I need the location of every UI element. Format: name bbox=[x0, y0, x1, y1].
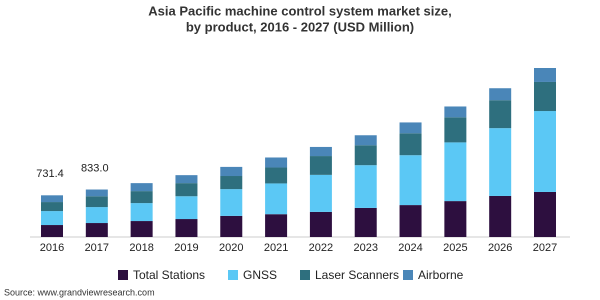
bar-segment bbox=[309, 146, 332, 157]
legend-label: GNSS bbox=[243, 268, 277, 282]
bar-segment bbox=[354, 145, 377, 166]
bar-segment bbox=[220, 189, 243, 216]
bar-segment bbox=[399, 155, 422, 206]
bar-segment bbox=[85, 189, 108, 197]
bar-segment bbox=[309, 174, 332, 212]
bar-segment bbox=[220, 176, 243, 190]
x-tick-label: 2022 bbox=[309, 242, 333, 254]
bar-segment bbox=[534, 81, 556, 112]
x-tick-label: 2020 bbox=[219, 242, 243, 254]
bar-segment bbox=[41, 211, 63, 226]
bar-segment bbox=[354, 135, 377, 146]
legend-swatch bbox=[228, 270, 238, 280]
bar-segment bbox=[534, 111, 556, 192]
x-tick-label: 2026 bbox=[488, 242, 512, 254]
bar-segment bbox=[444, 106, 467, 118]
bar-segment bbox=[444, 201, 467, 237]
total-label: 833.0 bbox=[81, 162, 109, 174]
bar-segment bbox=[130, 221, 153, 237]
source: Source: www.grandviewresearch.com bbox=[4, 287, 155, 297]
x-tick-label: 2027 bbox=[533, 242, 557, 254]
bar-segment bbox=[130, 183, 153, 192]
bar-segment bbox=[265, 157, 288, 168]
bar-segment bbox=[130, 191, 153, 204]
bar-segment bbox=[85, 223, 108, 237]
bar-segment bbox=[85, 207, 108, 224]
bar-segment bbox=[220, 166, 243, 177]
x-tick-label: 2019 bbox=[174, 242, 198, 254]
bar-segment bbox=[265, 183, 288, 215]
bar-segment bbox=[175, 175, 198, 184]
bar-segment bbox=[175, 183, 198, 197]
x-tick-label: 2025 bbox=[443, 242, 467, 254]
bar-segment bbox=[175, 219, 198, 237]
bar-segment bbox=[354, 165, 377, 208]
bar-segment bbox=[444, 142, 467, 202]
legend-label: Total Stations bbox=[133, 268, 205, 282]
bar-segment bbox=[489, 88, 512, 101]
total-label: 731.4 bbox=[36, 168, 64, 180]
legend-swatch bbox=[300, 270, 310, 280]
bar-segment bbox=[489, 128, 512, 196]
bar-segment bbox=[41, 225, 63, 237]
bar-segment bbox=[309, 211, 332, 237]
bar-segment bbox=[399, 133, 422, 156]
bar-segment bbox=[354, 207, 377, 237]
bar-segment bbox=[220, 215, 243, 237]
x-tick-label: 2023 bbox=[353, 242, 377, 254]
bar-segment bbox=[489, 100, 512, 129]
x-tick-label: 2017 bbox=[85, 242, 109, 254]
x-tick-label: 2018 bbox=[129, 242, 153, 254]
x-tick-label: 2016 bbox=[40, 242, 64, 254]
bar-segment bbox=[41, 195, 63, 203]
bar-segment bbox=[175, 196, 198, 220]
bar-segment bbox=[399, 205, 422, 237]
bar-segment bbox=[399, 122, 422, 134]
bar-segment bbox=[534, 191, 556, 237]
x-tick-label: 2024 bbox=[398, 242, 422, 254]
bar-segment bbox=[489, 195, 512, 237]
chart-subtitle: by product, 2016 - 2027 (USD Million) bbox=[186, 19, 414, 34]
legend-label: Airborne bbox=[418, 268, 464, 282]
bar-segment bbox=[265, 214, 288, 237]
bar-segment bbox=[309, 156, 332, 175]
bar-segment bbox=[444, 117, 467, 143]
x-tick-label: 2021 bbox=[264, 242, 288, 254]
legend-label: Laser Scanners bbox=[315, 268, 399, 282]
bar-segment bbox=[41, 202, 63, 212]
chart-title: Asia Pacific machine control system mark… bbox=[148, 3, 451, 18]
bar-segment bbox=[85, 196, 108, 208]
legend-swatch bbox=[118, 270, 128, 280]
legend-swatch bbox=[403, 270, 413, 280]
bar-segment bbox=[130, 203, 153, 222]
bar-segment bbox=[534, 68, 556, 82]
bar-segment bbox=[265, 167, 288, 184]
